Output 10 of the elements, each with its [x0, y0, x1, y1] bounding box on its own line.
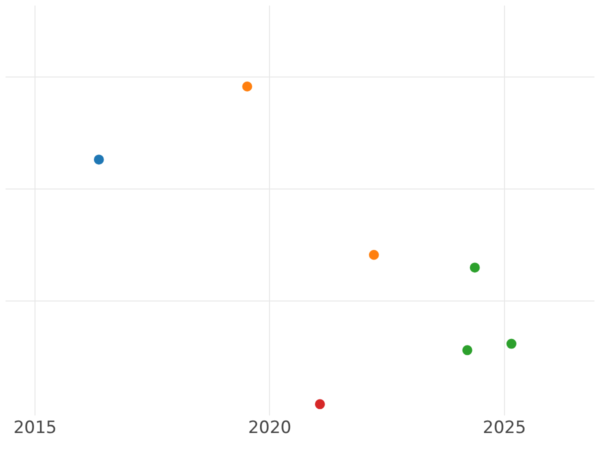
point [242, 82, 252, 92]
point [506, 338, 516, 349]
x-tick-label: 2025 [482, 418, 526, 438]
point [470, 262, 480, 273]
x-tick-label: 2020 [248, 418, 292, 438]
point [94, 154, 104, 165]
point [462, 345, 472, 356]
x-tick-label: 2015 [13, 418, 57, 438]
point [314, 399, 325, 410]
point [368, 250, 379, 260]
